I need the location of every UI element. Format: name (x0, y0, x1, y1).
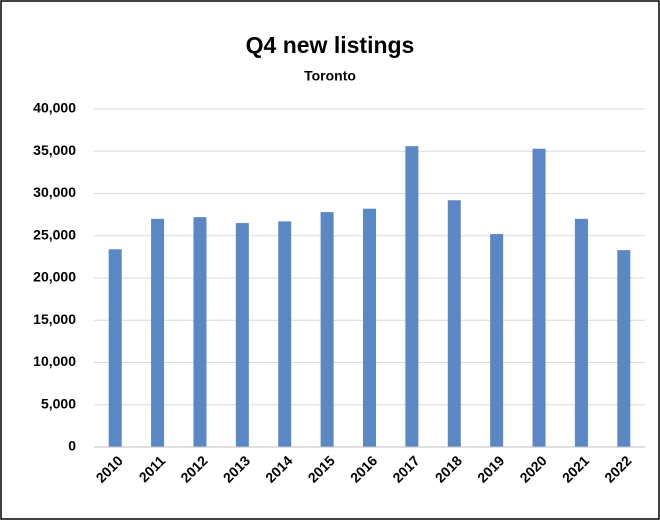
y-tick-label: 10,000 (33, 353, 76, 369)
chart-subtitle: Toronto (304, 68, 356, 84)
y-tick-label: 0 (68, 438, 76, 454)
bar (193, 217, 207, 447)
bar (490, 234, 504, 447)
bar (235, 223, 249, 447)
bar (405, 146, 419, 447)
y-tick-label: 20,000 (33, 269, 76, 285)
bar (278, 221, 292, 447)
bar (617, 250, 631, 447)
bar (532, 148, 546, 447)
bar (320, 212, 334, 447)
y-tick-label: 15,000 (33, 311, 76, 327)
chart-title: Q4 new listings (246, 32, 415, 58)
y-tick-label: 25,000 (33, 226, 76, 242)
bar (447, 200, 461, 447)
y-tick-label: 40,000 (33, 100, 76, 116)
y-tick-label: 5,000 (41, 395, 76, 411)
bar (574, 218, 588, 447)
bar (151, 218, 165, 447)
bar (363, 208, 376, 447)
bar (108, 249, 122, 447)
y-tick-label: 35,000 (33, 142, 76, 158)
y-tick-label: 30,000 (33, 184, 76, 200)
